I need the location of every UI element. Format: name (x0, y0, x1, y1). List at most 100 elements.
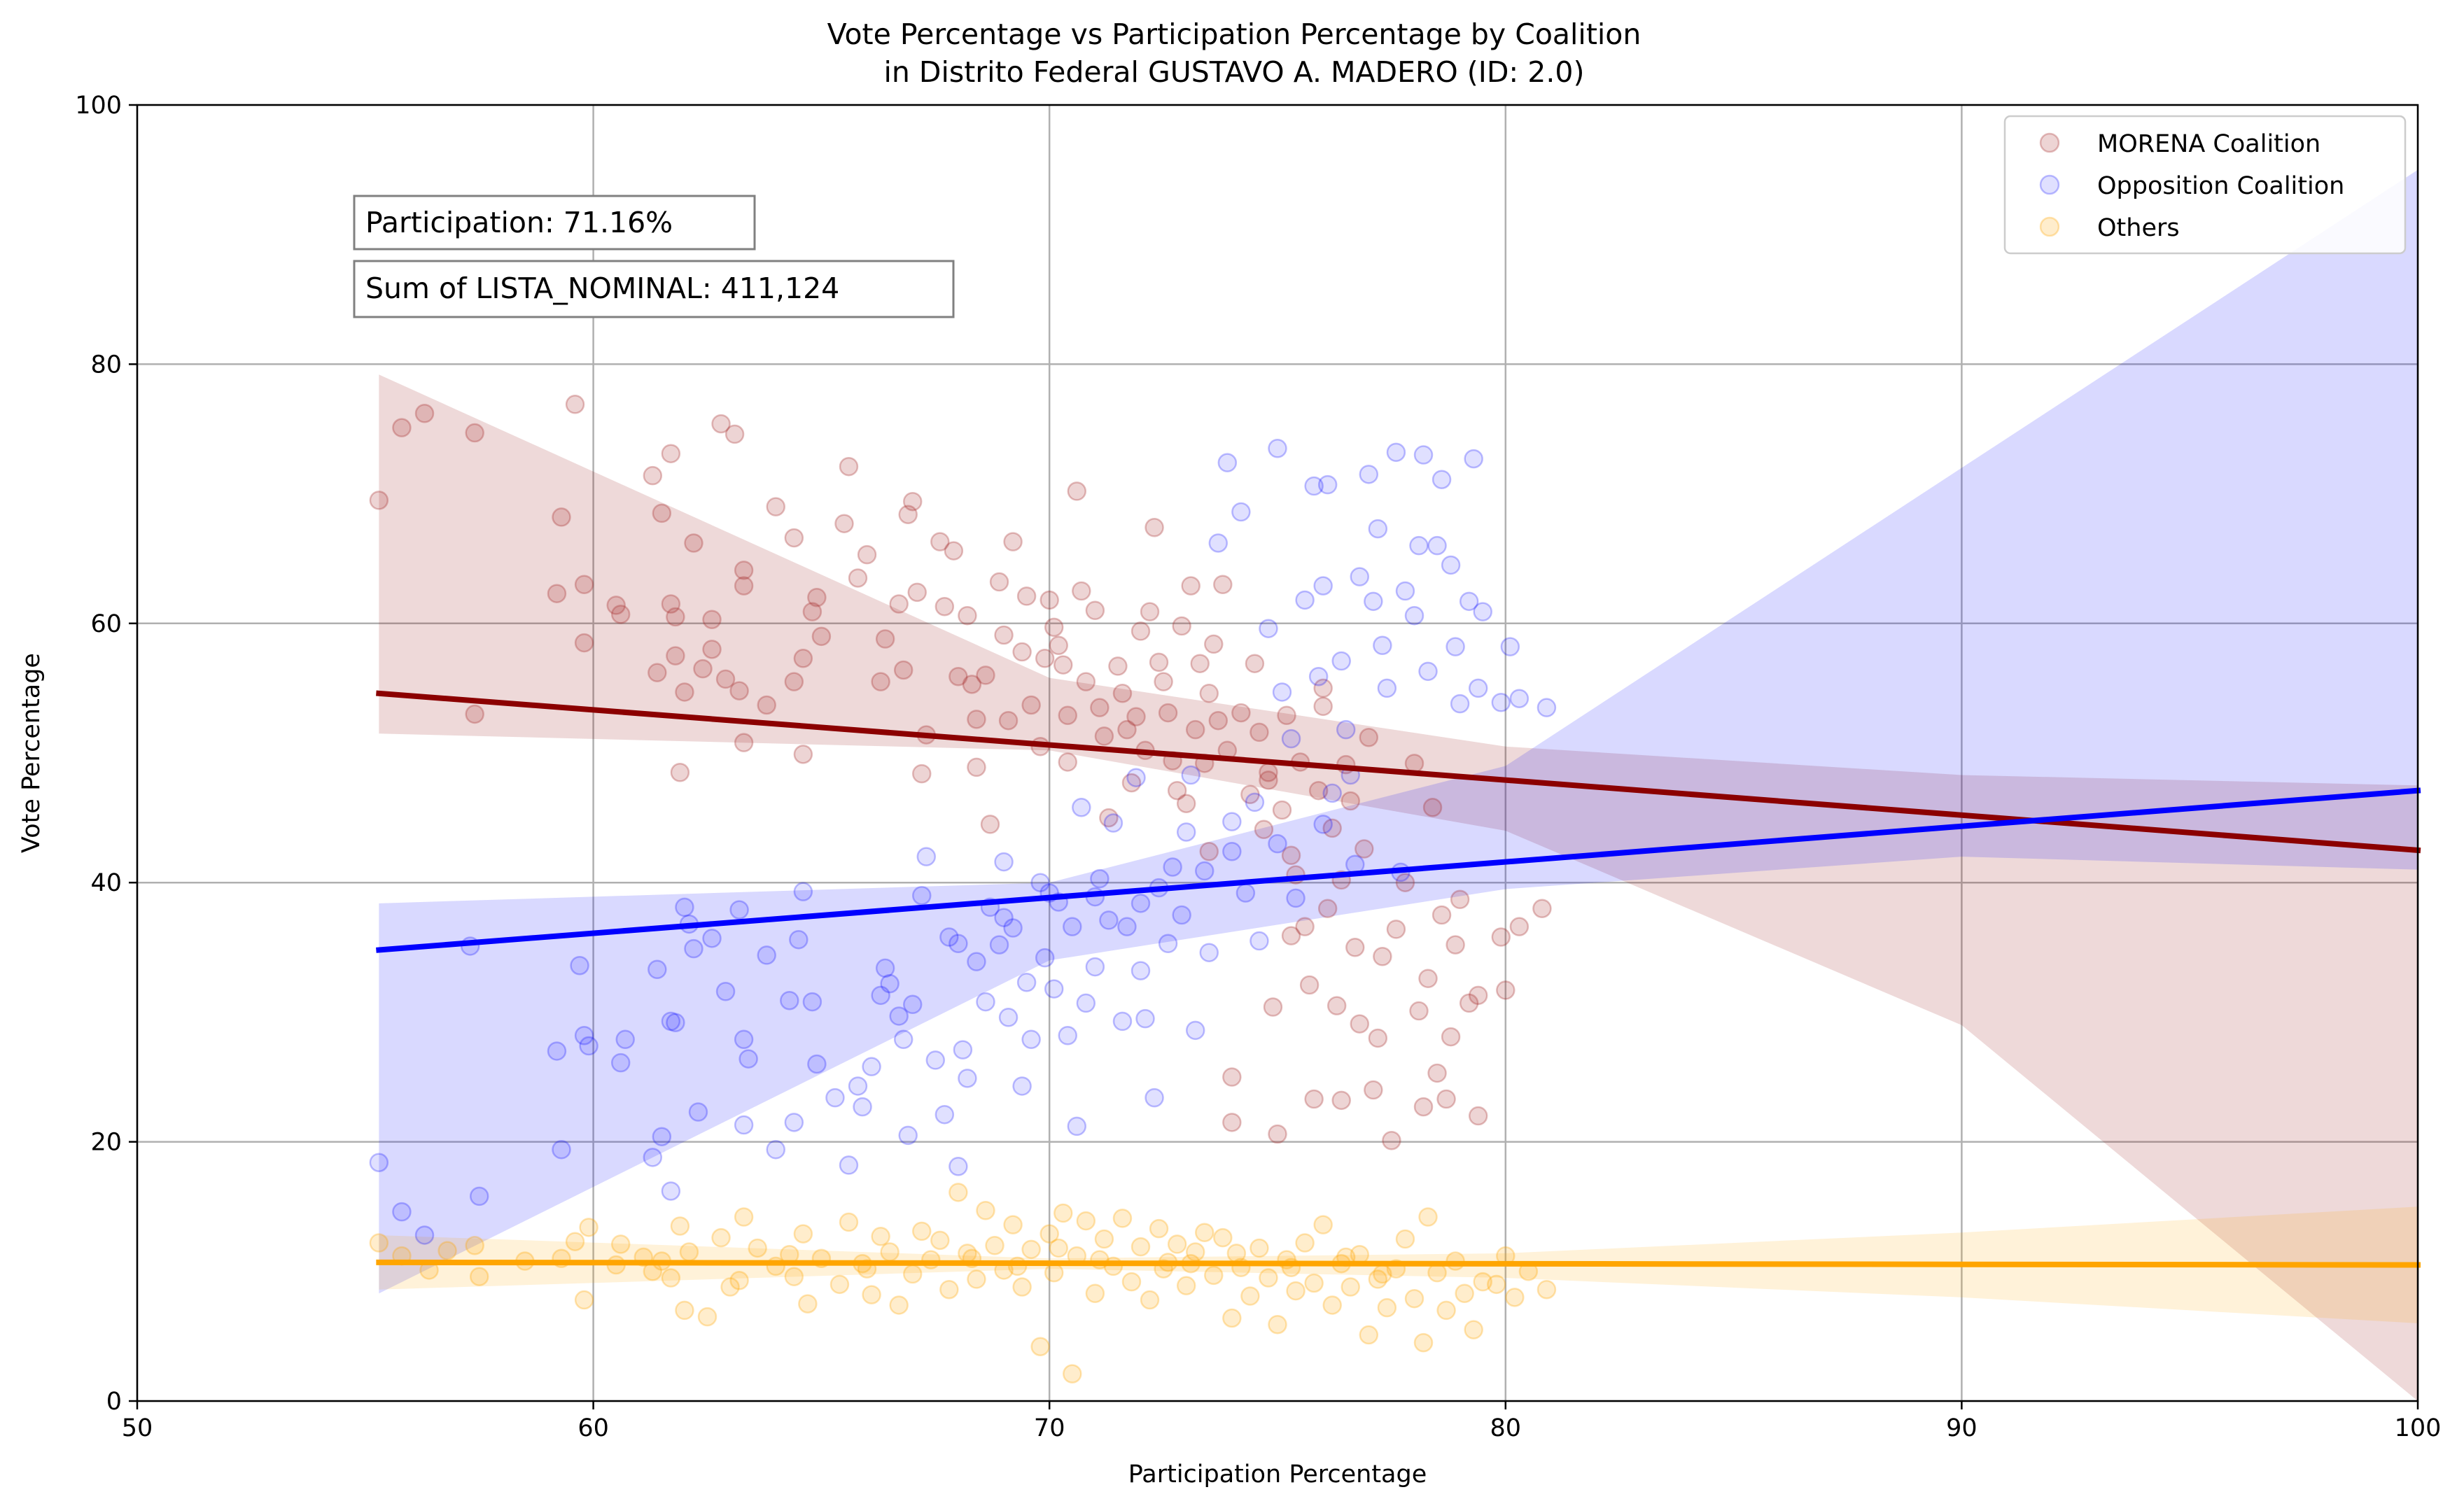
data-point (1491, 927, 1511, 947)
data-point (1121, 773, 1142, 793)
data-point (1299, 975, 1320, 995)
data-point (414, 404, 435, 423)
data-point (1090, 698, 1110, 717)
data-point (902, 994, 923, 1015)
data-point (615, 1029, 635, 1050)
data-point (715, 669, 736, 689)
data-point (921, 1250, 941, 1269)
data-point (369, 1153, 389, 1172)
data-point (871, 672, 890, 691)
data-point (1250, 931, 1269, 951)
data-point (1217, 453, 1238, 472)
data-point (652, 1127, 672, 1146)
data-point (661, 1268, 681, 1288)
data-point (688, 1102, 708, 1122)
data-point (948, 1157, 968, 1176)
data-point (1336, 719, 1356, 740)
data-point (1112, 1209, 1133, 1228)
legend-marker-morena (2039, 132, 2060, 153)
data-point (1313, 696, 1333, 717)
data-point (1468, 985, 1488, 1006)
data-point (1386, 920, 1406, 939)
data-point (1509, 689, 1530, 708)
data-point (1181, 576, 1200, 596)
data-point (570, 955, 589, 976)
data-point (652, 503, 672, 523)
regression-line (376, 1259, 2421, 1268)
data-point (369, 1233, 389, 1253)
data-point (1144, 518, 1164, 537)
data-point (1167, 780, 1187, 801)
data-point (853, 1097, 872, 1117)
data-point (1208, 710, 1228, 731)
data-point (734, 1029, 754, 1050)
data-point (738, 1049, 758, 1069)
data-point (857, 544, 877, 565)
data-point (734, 733, 754, 752)
data-point (862, 1285, 881, 1304)
data-point (1185, 719, 1205, 740)
data-point (693, 659, 713, 679)
data-point (1373, 947, 1392, 966)
data-point (715, 982, 736, 1001)
data-point (1199, 842, 1219, 861)
data-point (666, 1013, 685, 1032)
data-point (793, 649, 813, 668)
y-axis-label: Vote Percentage (18, 653, 46, 853)
data-point (1103, 813, 1124, 833)
data-point (930, 532, 950, 551)
data-point (1418, 1207, 1438, 1227)
data-point (670, 1216, 690, 1236)
data-point (811, 626, 832, 647)
data-point (1304, 476, 1324, 496)
data-point (734, 1207, 754, 1227)
data-point (1473, 1272, 1492, 1292)
plot-frame (136, 104, 2419, 1402)
data-point (967, 710, 986, 729)
data-point (1259, 619, 1278, 638)
data-point (702, 640, 722, 659)
data-point (1254, 819, 1274, 840)
data-point (729, 900, 749, 920)
data-point (1377, 1297, 1397, 1318)
data-point (729, 681, 749, 701)
data-point (1144, 1088, 1164, 1108)
data-point (697, 1307, 718, 1327)
data-point (1199, 684, 1219, 703)
data-point (1117, 917, 1137, 936)
legend: MORENA Coalition Opposition Coalition Ot… (2003, 115, 2407, 255)
data-point (1446, 637, 1465, 656)
data-point (1222, 1067, 1242, 1087)
data-point (1313, 678, 1333, 698)
data-point (1208, 533, 1228, 553)
data-point (925, 1050, 946, 1070)
data-point (1308, 666, 1329, 687)
data-point (1455, 1283, 1474, 1304)
data-point (1268, 1124, 1287, 1144)
data-point (1446, 935, 1465, 955)
data-point (1176, 822, 1196, 842)
data-point (1259, 770, 1278, 790)
data-point (1281, 845, 1301, 866)
data-point (958, 1069, 977, 1088)
data-point (1149, 1218, 1169, 1239)
data-point (1250, 1238, 1269, 1258)
data-point (1108, 656, 1128, 676)
confidence-band (379, 374, 2418, 1401)
data-point (1190, 654, 1210, 673)
data-point (1395, 581, 1415, 601)
data-point (369, 491, 389, 510)
data-point (1231, 502, 1251, 522)
data-point (1117, 719, 1137, 740)
data-point (1450, 889, 1470, 910)
data-point (565, 395, 585, 414)
data-point (392, 1202, 412, 1222)
data-point (414, 1225, 435, 1245)
data-point (648, 959, 667, 980)
data-point (1418, 969, 1438, 988)
data-point (1272, 682, 1292, 702)
data-point (1250, 722, 1269, 743)
data-point (1368, 519, 1388, 539)
data-point (1432, 905, 1452, 925)
